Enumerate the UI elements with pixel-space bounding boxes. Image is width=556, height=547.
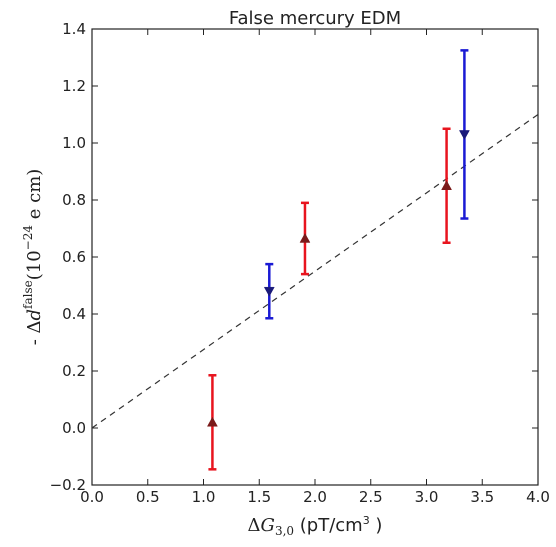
chart-title: False mercury EDM [229,8,401,29]
data-point [263,286,275,297]
data-point [458,130,470,140]
y-tick-label: 0.6 [62,248,86,266]
y-tick-label: 1.0 [62,134,86,152]
x-tick-label: 0.5 [136,488,160,506]
data-point [441,180,452,190]
y-tick-label: 0.8 [62,191,86,209]
y-tick-label: 1.4 [62,20,86,38]
x-tick-label: 4.0 [526,488,550,506]
series-1 [263,49,470,320]
x-tick-label: 1.0 [192,488,216,506]
x-tick-label: 2.0 [303,488,327,506]
data-point [206,416,218,427]
x-tick-label: 3.0 [415,488,439,506]
y-tick-label: −0.2 [50,476,86,494]
svg-text:- Δdfalse(10−24 e cm): - Δdfalse(10−24 e cm) [21,169,45,346]
y-tick-label: 0.4 [62,305,86,323]
x-tick-label: 2.5 [359,488,383,506]
x-tick-label: 0.0 [80,488,104,506]
y-axis: −0.2 0.0 0.2 0.4 0.6 0.8 1.0 1.2 1.4 [50,20,538,494]
data-series [206,49,470,471]
svg-text:ΔG3,0 (pT/cm3 ): ΔG3,0 (pT/cm3 ) [248,514,383,538]
x-axis-label: ΔG3,0 (pT/cm3 ) [248,514,383,538]
plot-area [91,28,539,486]
y-tick-label: 0.2 [62,362,86,380]
data-point [299,232,311,243]
fit-line [91,114,539,429]
x-tick-label: 3.5 [470,488,494,506]
x-tick-label: 1.5 [247,488,271,506]
y-axis-label: - Δdfalse(10−24 e cm) [21,169,45,346]
x-axis: 0.0 0.5 1.0 1.5 2.0 2.5 3.0 3.5 4.0 [80,29,550,506]
series-0 [206,127,452,471]
y-tick-label: 0.0 [62,419,86,437]
y-tick-label: 1.2 [62,77,86,95]
